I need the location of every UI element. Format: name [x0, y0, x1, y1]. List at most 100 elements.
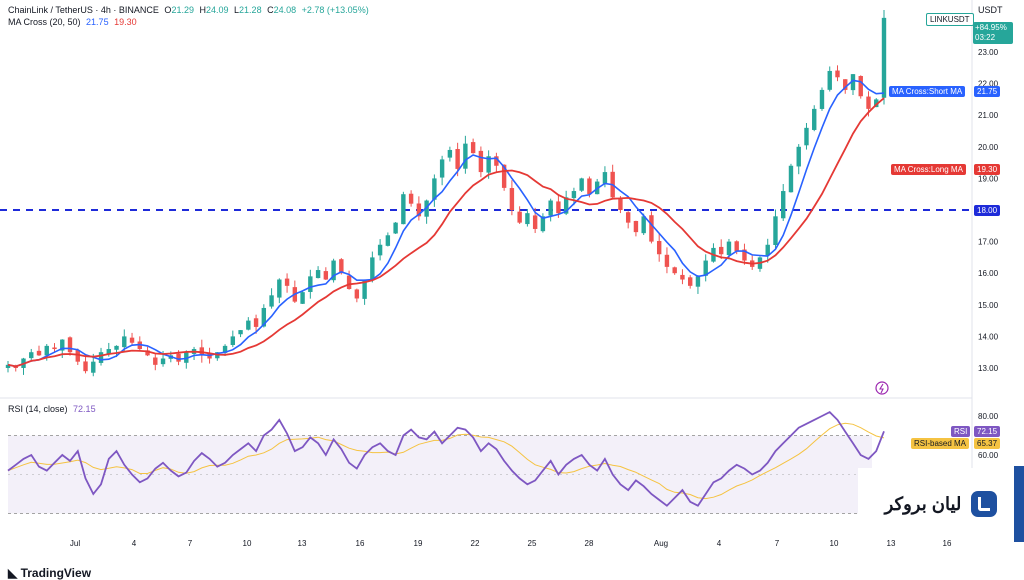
- broker-name: لیان بروکر: [884, 493, 962, 514]
- symbol-title[interactable]: ChainLink / TetherUS · 4h · BINANCE: [8, 5, 159, 15]
- time-tick-label: Aug: [654, 539, 668, 548]
- candle-body: [346, 275, 352, 289]
- candle-body: [494, 156, 499, 166]
- long-ma-line: [7, 97, 885, 368]
- rsi-ma-value-tag: 65.37: [974, 438, 1001, 449]
- rsi-value-tag: 72.15: [974, 426, 1001, 437]
- long-ma-value-tag: 19.30: [974, 164, 1001, 175]
- candle-body: [98, 352, 104, 363]
- time-tick-label: 4: [717, 539, 722, 548]
- short-ma-value-tag: 21.75: [974, 86, 1001, 97]
- candle-body: [153, 357, 158, 365]
- rsi-legend: RSI (14, close) 72.15: [8, 403, 102, 415]
- rsi-ma-label-tag: RSI-based MA: [911, 438, 970, 449]
- rsi-header-value: 72.15: [73, 404, 96, 414]
- candle-body: [765, 244, 770, 256]
- rsi-title[interactable]: RSI (14, close): [8, 404, 68, 414]
- candle-body: [672, 267, 677, 274]
- candle-body: [680, 274, 685, 280]
- candle-body: [812, 108, 817, 130]
- alert-bolt-icon: [879, 383, 884, 394]
- candle-body: [114, 345, 119, 350]
- tradingview-logo-text: TradingView: [20, 566, 92, 580]
- candle-body: [13, 366, 18, 368]
- candle-body: [556, 201, 561, 214]
- tradingview-logo-icon: ◣: [8, 566, 21, 580]
- candle-body: [486, 156, 491, 173]
- candle-body: [277, 279, 282, 298]
- rsi-tick-label: 60.00: [978, 451, 999, 460]
- candle-body: [835, 70, 840, 78]
- candle-body: [385, 235, 391, 246]
- candle-body: [726, 241, 732, 256]
- candle-body: [509, 188, 515, 210]
- candle-body: [587, 178, 592, 195]
- candle-body: [719, 246, 724, 255]
- last-price-change: +84.95%: [975, 23, 1007, 32]
- candle-body: [656, 240, 662, 255]
- time-tick-label: 22: [471, 539, 480, 548]
- rsi-band: [8, 435, 872, 514]
- candle-body: [253, 318, 259, 327]
- price-tick-label: 21.00: [978, 111, 999, 120]
- candle-body: [230, 336, 236, 345]
- candle-body: [773, 216, 778, 245]
- candle-body: [129, 337, 135, 343]
- candle-body: [641, 216, 646, 234]
- price-tick-label: 23.00: [978, 48, 999, 57]
- rsi-tick-label: 80.00: [978, 412, 999, 421]
- candle-body: [91, 361, 96, 373]
- candle-body: [571, 191, 577, 199]
- candle-body: [687, 277, 693, 286]
- candle-body: [548, 200, 553, 216]
- ma-short-value: 21.75: [86, 17, 109, 27]
- candle-body: [804, 127, 809, 146]
- close-value: 24.08: [273, 5, 297, 15]
- candle-body: [60, 339, 65, 351]
- tradingview-logo[interactable]: ◣ TradingView: [8, 566, 91, 580]
- price-tick-label: 19.00: [978, 174, 999, 183]
- time-tick-label: 25: [528, 539, 537, 548]
- ma-title[interactable]: MA Cross (20, 50): [8, 17, 81, 27]
- symbol-tag: LINKUSDT: [926, 13, 974, 26]
- candle-body: [354, 289, 360, 299]
- candle-body: [781, 191, 786, 219]
- candle-body: [246, 320, 251, 330]
- candle-body: [222, 345, 228, 353]
- long-ma-label-tag: MA Cross:Long MA: [891, 164, 966, 175]
- candle-body: [478, 150, 484, 173]
- currency-label: USDT: [978, 5, 1003, 15]
- price-tick-label: 17.00: [978, 238, 999, 247]
- candle-body: [796, 146, 801, 167]
- candle-body: [269, 295, 274, 307]
- candle-body: [563, 197, 569, 214]
- price-tick-label: 22.00: [978, 80, 999, 89]
- time-tick-label: 10: [243, 539, 252, 548]
- ma-long-value: 19.30: [114, 17, 137, 27]
- time-tick-label: 13: [887, 539, 896, 548]
- candle-body: [649, 215, 654, 242]
- candle-body: [858, 76, 863, 97]
- candle-body: [625, 212, 631, 223]
- candle-body: [408, 193, 414, 204]
- candle-body: [176, 353, 181, 362]
- last-price-tag: +84.95% 03:22: [973, 22, 1013, 44]
- time-tick-label: 13: [298, 539, 307, 548]
- low-value: 21.28: [239, 5, 262, 15]
- candle-body: [416, 203, 422, 217]
- price-tick-label: 13.00: [978, 364, 999, 373]
- candle-body: [788, 165, 794, 193]
- bar-countdown: 03:22: [975, 33, 996, 42]
- rsi-line: [7, 411, 885, 507]
- candle-body: [501, 164, 507, 188]
- candle-body: [618, 197, 623, 210]
- candle-body: [145, 350, 150, 356]
- time-tick-label: Jul: [70, 539, 80, 548]
- candle-body: [827, 70, 832, 90]
- candle-body: [866, 96, 871, 109]
- candle-body: [377, 244, 383, 256]
- alert-icon[interactable]: [875, 381, 889, 395]
- candle-body: [742, 249, 747, 261]
- candle-body: [67, 337, 73, 353]
